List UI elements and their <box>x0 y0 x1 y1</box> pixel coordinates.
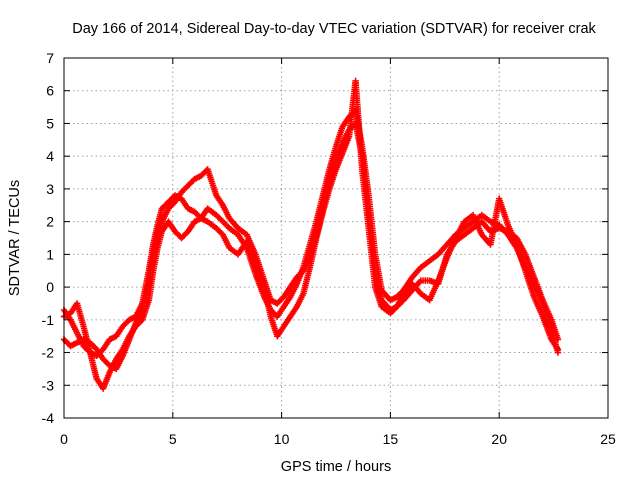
x-tick-label: 15 <box>383 431 399 447</box>
y-tick-label: 2 <box>46 214 54 230</box>
data-point <box>554 336 562 343</box>
x-tick-label: 10 <box>274 431 290 447</box>
y-tick-labels: -4 -3 -2 -1 0 1 2 3 4 5 6 7 <box>42 50 55 426</box>
y-tick-label: -4 <box>42 410 55 426</box>
plot-area <box>60 77 562 392</box>
y-tick-label: -3 <box>42 377 55 393</box>
data-point <box>554 346 562 353</box>
axis-ticks <box>63 57 609 419</box>
data-point <box>137 317 145 325</box>
y-tick-label: -2 <box>42 345 55 361</box>
y-tick-label: 4 <box>46 148 54 164</box>
y-tick-label: 0 <box>46 279 54 295</box>
y-tick-label: 7 <box>46 50 54 66</box>
y-tick-label: 6 <box>46 83 54 99</box>
x-tick-label: 5 <box>169 431 177 447</box>
x-tick-label: 20 <box>491 431 507 447</box>
y-tick-label: 3 <box>46 181 54 197</box>
series-trace-c <box>60 77 562 392</box>
y-axis-label: SDTVAR / TECUs <box>7 180 23 296</box>
x-tick-label: 0 <box>60 431 68 447</box>
grid <box>64 58 608 418</box>
y-tick-label: 1 <box>46 246 54 262</box>
x-tick-labels: 0 5 10 15 20 25 <box>60 431 616 447</box>
x-axis-label: GPS time / hours <box>281 459 391 475</box>
x-tick-label: 25 <box>600 431 616 447</box>
chart-title: Day 166 of 2014, Sidereal Day-to-day VTE… <box>72 21 596 37</box>
y-tick-label: -1 <box>42 312 55 328</box>
plot-frame <box>63 57 609 419</box>
y-tick-label: 5 <box>46 115 54 131</box>
